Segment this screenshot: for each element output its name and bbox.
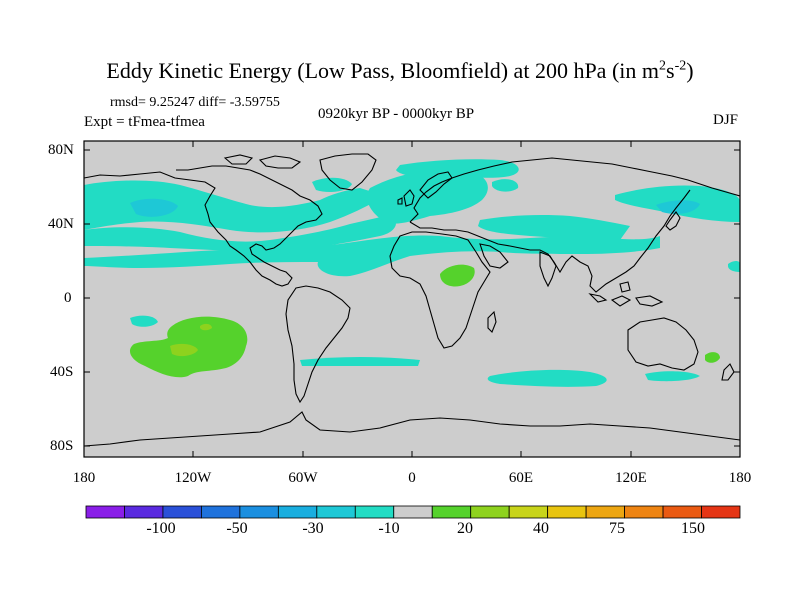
colorbar-swatch: [277, 505, 318, 519]
x-tick-label: 60W: [288, 470, 318, 486]
colorbar-swatch: [431, 505, 472, 519]
colorbar-label: -50: [226, 520, 248, 537]
colorbar-label: 75: [609, 520, 625, 537]
new-zealand-coast: [721, 363, 735, 381]
north-america-coast: [84, 165, 323, 287]
experiment-label: Expt = tFmea-tfmea: [84, 114, 205, 130]
neg-south-atlantic-strip: [300, 357, 420, 366]
japan-coast: [665, 211, 681, 231]
scandinavia-coast: [419, 171, 453, 199]
colorbar-swatch: [85, 505, 125, 519]
colorbar-label: -10: [378, 520, 400, 537]
neg-asia-jet: [478, 215, 630, 240]
eurasia-coast: [409, 157, 740, 293]
season-label: DJF: [713, 112, 739, 128]
arctic-islands-coast: [223, 154, 302, 169]
x-tick-label: 180: [728, 470, 752, 486]
neg-siberia-patch: [492, 179, 519, 192]
colorbar-label: 20: [457, 520, 473, 537]
greenland-coast: [319, 153, 377, 191]
colorbar-swatch: [354, 505, 395, 519]
india-coast: [539, 251, 557, 288]
colorbar-swatch: [393, 505, 433, 519]
colorbar-swatch: [701, 505, 741, 519]
y-tick-label: 0: [64, 290, 72, 306]
colorbar-swatch: [508, 505, 549, 519]
colorbar-label: -30: [302, 520, 324, 537]
pos-south-pacific-dot: [200, 323, 212, 331]
y-tick-label: 80N: [48, 142, 74, 158]
colorbar-swatch: [316, 505, 356, 519]
neg-band-subtropical: [84, 235, 660, 277]
colorbar-swatch: [547, 505, 587, 519]
madagascar-coast: [487, 310, 497, 333]
africa-coast: [389, 231, 491, 349]
colorbar-label: 40: [533, 520, 549, 537]
neg-south-aus: [645, 371, 700, 382]
y-tick-label: 80S: [50, 438, 74, 454]
neg-south-pacific-small: [130, 315, 158, 327]
colorbar-swatch: [124, 505, 164, 519]
southeast-asia-islands-coast: [588, 281, 664, 307]
australia-coast: [627, 317, 699, 371]
axis-ticks: [83, 141, 741, 457]
neg-pacific-west: [656, 200, 700, 214]
neg-north-eurasia: [396, 159, 519, 178]
y-tick-label: 40S: [50, 364, 74, 380]
neg-core-pacific: [130, 198, 178, 217]
y-tick-label: 40N: [48, 216, 74, 232]
arabia-coast: [479, 243, 509, 269]
colorbar-label: 150: [681, 520, 705, 537]
x-tick-label: 180: [72, 470, 96, 486]
x-tick-label: 120W: [174, 470, 212, 486]
x-tick-label: 0: [408, 470, 416, 486]
colorbar-swatch: [662, 505, 702, 519]
rmsd-stats: rmsd= 9.25247 diff= -3.59755: [110, 95, 280, 110]
colorbar-swatch: [201, 505, 241, 519]
pos-south-pacific-core: [170, 343, 198, 357]
colorbar-swatch: [239, 505, 279, 519]
period-label: 0920kyr BP - 0000kyr BP: [318, 106, 475, 122]
x-tick-label: 60E: [508, 470, 534, 486]
neg-south-indian: [487, 369, 607, 387]
coastlines: [84, 153, 740, 447]
colorbar-label: -100: [146, 520, 176, 537]
south-america-coast: [285, 285, 351, 404]
x-tick-label: 120E: [615, 470, 647, 486]
plot-title: Eddy Kinetic Energy (Low Pass, Bloomfiel…: [106, 58, 694, 83]
neg-band-north-pacific: [84, 180, 385, 233]
colorbar: [85, 505, 741, 519]
pos-australia-patch: [705, 352, 720, 363]
colorbar-swatch: [162, 505, 202, 519]
neg-band-atlantic: [84, 215, 396, 251]
colorbar-swatch: [624, 505, 664, 519]
uk-ireland-coast: [397, 189, 415, 207]
anomaly-fields: [84, 159, 740, 387]
colorbar-swatch: [585, 505, 625, 519]
antarctica-coast: [84, 411, 740, 447]
pos-africa: [440, 264, 475, 287]
colorbar-swatch: [470, 505, 510, 519]
neg-east-pacific-edge: [728, 261, 740, 272]
neg-atlantic-eurasia: [367, 169, 488, 224]
